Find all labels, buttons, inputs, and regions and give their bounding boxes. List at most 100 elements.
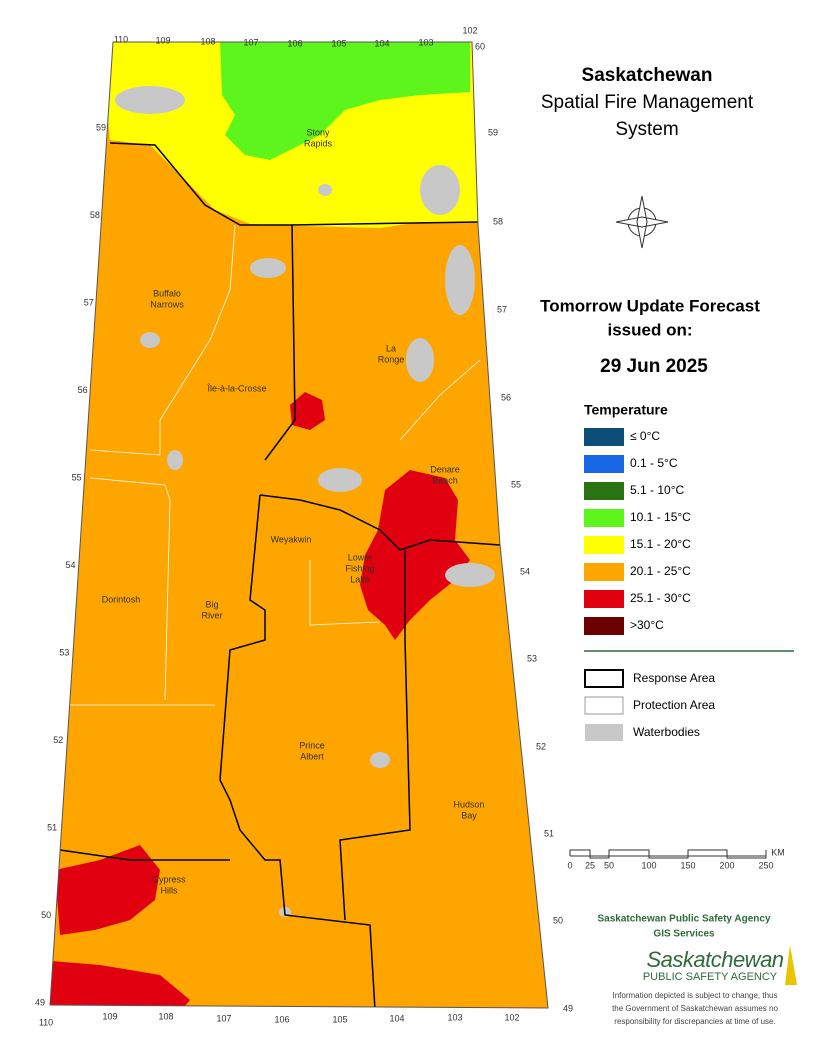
waterbodies (115, 86, 495, 917)
latitude-label: 57 (84, 297, 94, 307)
place-label: Albert (300, 751, 324, 761)
longitude-label: 106 (287, 38, 302, 48)
scale-label: 25 (585, 860, 595, 870)
legend-label: Waterbodies (633, 725, 700, 739)
place-label: Stony (306, 127, 330, 137)
longitude-label: 105 (332, 1014, 347, 1024)
latitude-label: 53 (527, 653, 537, 663)
legend-swatch (584, 669, 624, 688)
title: Saskatchewan (582, 65, 713, 86)
place-label: Bay (461, 810, 477, 820)
legend-swatch (584, 536, 624, 554)
zone-red (290, 392, 325, 430)
zone-red (50, 960, 190, 1008)
disclaimer: Information depicted is subject to chang… (613, 991, 778, 1000)
legend-label: 10.1 - 15°C (630, 510, 691, 524)
place-label: Ronge (378, 354, 405, 364)
legend-swatch (584, 617, 624, 635)
longitude-label: 107 (216, 1013, 231, 1023)
latitude-label: 51 (47, 822, 57, 832)
latitude-label: 59 (488, 127, 498, 137)
legend-label: ≤ 0°C (630, 429, 660, 443)
place-label: Cypress (152, 874, 186, 884)
legend-label: 5.1 - 10°C (630, 483, 684, 497)
latitude-label: 55 (72, 472, 82, 482)
place-label: River (201, 610, 222, 620)
legend-swatch (584, 509, 624, 527)
place-label: Fishing (345, 563, 374, 573)
forecast-heading: Tomorrow Update Forecast (540, 296, 760, 315)
place-label: Denare (430, 464, 460, 474)
scale-label: 250 (758, 860, 773, 870)
disclaimer: responsibility for discrepancies at time… (614, 1017, 775, 1026)
place-label: Hudson (453, 799, 484, 809)
agency-name: Saskatchewan Public Safety Agency (597, 914, 770, 925)
scale-label: 0 (567, 860, 572, 870)
place-label: Beach (432, 475, 458, 485)
legend-title: Temperature (584, 402, 668, 418)
longitude-label: 102 (462, 25, 477, 35)
place-label: Narrows (150, 299, 184, 309)
forecast-date: 29 Jun 2025 (600, 356, 708, 377)
legend-swatch (584, 428, 624, 446)
longitude-label: 110 (39, 1017, 53, 1027)
scale-unit: KM (771, 847, 785, 857)
scale-bar (569, 849, 767, 859)
latitude-label: 58 (90, 210, 100, 220)
place-label: Île-à-la-Crosse (206, 383, 266, 393)
longitude-label: 103 (418, 37, 433, 47)
place-label: Weyakwin (271, 534, 312, 544)
latitude-label: 56 (78, 385, 88, 395)
logo-sub: PUBLIC SAFETY AGENCY (643, 971, 778, 983)
legend-swatch (584, 482, 624, 500)
place-label: Big (205, 599, 218, 609)
latitude-label: 49 (563, 1003, 573, 1013)
latitude-label: 56 (501, 392, 511, 402)
scale-label: 200 (719, 860, 734, 870)
north-arrow (615, 195, 669, 249)
place-label: Lower (348, 552, 373, 562)
legend-label: Protection Area (633, 698, 715, 712)
latitude-label: 50 (41, 910, 51, 920)
legend-label: 20.1 - 25°C (630, 564, 691, 578)
agency-department: GIS Services (653, 929, 715, 940)
protection-area (60, 224, 481, 706)
latitude-label: 50 (553, 915, 563, 925)
zone-red (55, 845, 160, 935)
longitude-label: 110 (114, 34, 128, 44)
place-label: Dorintosh (102, 594, 141, 604)
legend-label: Response Area (633, 671, 715, 685)
legend-label: 25.1 - 30°C (630, 591, 691, 605)
response-area (59, 142, 501, 1008)
forecast-heading: issued on: (607, 320, 692, 339)
latitude-label: 58 (493, 216, 503, 226)
legend-swatch (584, 696, 624, 715)
province-outline (49, 41, 549, 1009)
place-label: Rapids (304, 138, 333, 148)
subtitle: Spatial Fire Management (541, 92, 754, 113)
longitude-label: 109 (102, 1011, 117, 1021)
legend-swatch (584, 563, 624, 581)
zone-green (220, 42, 470, 160)
legend-swatch (584, 590, 624, 608)
legend-swatch (585, 724, 623, 741)
place-label: Prince (299, 740, 325, 750)
longitude-label: 108 (200, 36, 215, 46)
latitude-label: 49 (35, 997, 45, 1007)
disclaimer: the Government of Saskatchewan assumes n… (612, 1004, 778, 1013)
legend-label: 0.1 - 5°C (630, 456, 678, 470)
legend-swatch (584, 455, 624, 473)
latitude-label: 55 (511, 479, 521, 489)
latitude-label: 51 (544, 828, 554, 838)
latitude-label: 60 (475, 41, 485, 51)
place-label: Hills (161, 885, 178, 895)
longitude-label: 105 (331, 38, 346, 48)
place-label: Buffalo (153, 288, 181, 298)
latitude-label: 53 (59, 647, 69, 657)
legend-label: >30°C (630, 618, 664, 632)
latitude-label: 57 (497, 304, 507, 314)
longitude-label: 106 (274, 1014, 289, 1024)
latitude-label: 54 (65, 560, 75, 570)
latitude-label: 54 (520, 566, 530, 576)
latitude-label: 52 (53, 735, 63, 745)
